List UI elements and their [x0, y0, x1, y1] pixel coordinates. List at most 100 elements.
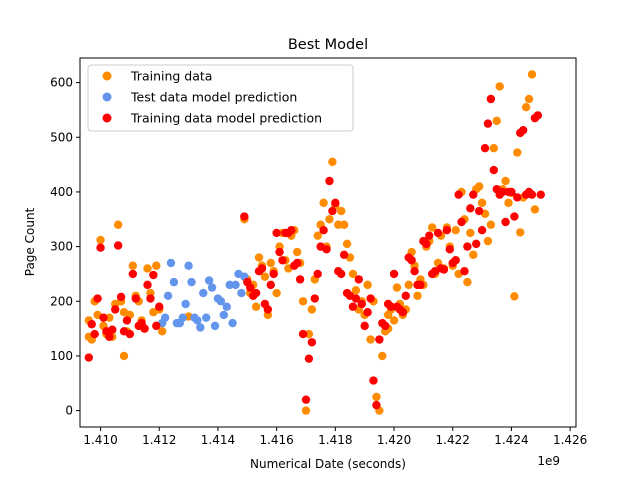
data-point: [404, 280, 413, 290]
x-axis-label: Numerical Date (seconds): [250, 457, 406, 471]
data-point: [501, 217, 510, 227]
data-point: [96, 235, 105, 245]
data-point: [498, 187, 507, 197]
legend-marker: [102, 113, 112, 123]
data-point: [386, 302, 396, 311]
x-tick-label: 1.416: [259, 433, 293, 447]
y-tick-label: 300: [50, 240, 73, 254]
data-point: [477, 226, 487, 235]
x-tick-label: 1.414: [201, 433, 235, 447]
data-point: [401, 291, 410, 300]
data-point: [275, 247, 284, 257]
data-point: [93, 294, 102, 303]
y-tick-label: 500: [50, 130, 73, 144]
data-point: [149, 270, 158, 280]
x-tick-label: 1.412: [142, 433, 176, 447]
data-point: [204, 276, 214, 285]
x-tick-label: 1.418: [318, 433, 352, 447]
legend-label: Training data: [130, 69, 212, 84]
data-point: [307, 305, 317, 314]
data-point: [260, 272, 270, 281]
data-point: [240, 212, 249, 221]
data-point: [125, 329, 135, 339]
legend-label: Training data model prediction: [130, 111, 322, 126]
data-point: [237, 288, 246, 298]
data-point: [313, 231, 322, 240]
data-point: [530, 205, 540, 214]
data-point: [84, 353, 94, 362]
data-point: [210, 321, 220, 331]
data-point: [451, 226, 460, 235]
data-point: [157, 327, 167, 336]
x-tick-label: 1.426: [553, 433, 587, 447]
data-point: [451, 256, 460, 265]
legend-label: Test data model prediction: [130, 90, 297, 105]
data-point: [513, 148, 522, 157]
x-tick-label: 1.422: [436, 433, 470, 447]
data-point: [222, 302, 231, 311]
data-point: [251, 302, 261, 311]
data-point: [510, 292, 519, 301]
data-point: [439, 265, 449, 274]
data-point: [131, 294, 140, 303]
data-point: [489, 165, 499, 175]
data-point: [454, 190, 463, 199]
data-point: [469, 250, 478, 259]
data-point: [416, 280, 425, 290]
data-point: [507, 187, 516, 197]
y-axis: 0 100 200 300 400 500 600: [50, 76, 80, 418]
data-point: [398, 308, 408, 317]
x-tick-label: 1.420: [377, 433, 411, 447]
data-point: [442, 226, 452, 235]
data-point: [266, 258, 275, 268]
data-point: [389, 316, 399, 325]
data-point: [351, 286, 361, 295]
y-axis-label: Page Count: [23, 207, 37, 276]
y-tick-label: 0: [65, 404, 73, 418]
data-point: [304, 354, 314, 363]
data-point: [337, 269, 346, 279]
data-point: [155, 302, 164, 311]
data-point: [202, 313, 211, 322]
series-2: [84, 94, 545, 410]
data-point: [116, 292, 126, 302]
data-point: [381, 321, 390, 331]
legend: Training data Test data model prediction T…: [87, 64, 354, 132]
data-point: [199, 288, 208, 298]
data-point: [369, 376, 378, 385]
data-point: [339, 220, 349, 229]
y-tick-label: 400: [50, 185, 73, 199]
data-point: [518, 125, 528, 135]
y-tick-label: 200: [50, 294, 73, 308]
data-point: [474, 182, 484, 191]
data-point: [363, 280, 372, 290]
data-point: [301, 395, 311, 404]
data-point: [501, 176, 510, 186]
data-point: [339, 250, 349, 259]
data-point: [257, 264, 267, 273]
y-tick-label: 600: [50, 76, 73, 90]
data-point: [108, 325, 117, 334]
x-tick-label: 1.410: [83, 433, 117, 447]
data-point: [527, 70, 537, 79]
data-point: [354, 275, 364, 284]
chart-title: Best Model: [288, 37, 368, 53]
data-point: [407, 256, 416, 265]
data-point: [272, 288, 281, 298]
series-1: [157, 258, 249, 332]
data-point: [319, 198, 328, 208]
data-point: [187, 277, 196, 287]
data-point: [313, 269, 322, 279]
data-point: [111, 305, 120, 314]
data-point: [225, 280, 234, 290]
data-point: [119, 308, 129, 317]
data-point: [178, 313, 187, 322]
legend-box: [87, 64, 354, 132]
data-point: [163, 291, 173, 300]
data-point: [301, 406, 311, 415]
data-point: [193, 316, 202, 325]
data-point: [413, 291, 422, 300]
data-point: [357, 299, 366, 309]
data-point: [457, 217, 466, 227]
